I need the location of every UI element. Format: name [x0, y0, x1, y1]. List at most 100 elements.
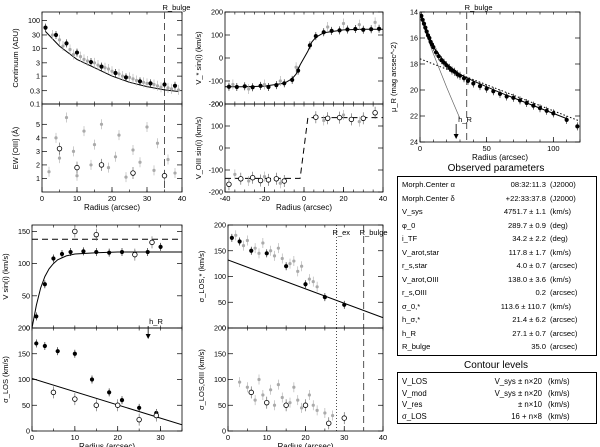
data-point-stars: [249, 248, 254, 253]
annotation-rbulge: R_bulge: [465, 3, 493, 12]
plot-area: [32, 339, 182, 426]
data-point-stars: [321, 30, 326, 35]
data-point-off-axis: [82, 57, 86, 61]
data-point-data: [511, 95, 516, 100]
data-point-major axis: [137, 79, 143, 84]
plot-area: [225, 17, 383, 95]
panel-p8: 0 50 100 150 200 σ_LOS,* (km/s) R_ex R_bulge: [197, 221, 388, 333]
params-table: Morph.Center α 08:32:11.3 (J2000) Morph.Cen…: [397, 176, 597, 356]
panel-p9: 0 10 20 30 40 0 50 100 150 200 Radius (arcsec) σ_LO…: [197, 324, 387, 447]
data-point-major axis: [99, 64, 104, 69]
panel-p1: 0.1 0.3 1 3 10 30 100 Continuum (ADU) R_bulge: [11, 3, 190, 109]
data-point-stars: [107, 390, 112, 395]
data-point-data: [452, 69, 457, 74]
data-point-data: [431, 45, 436, 50]
y-tick-label: 150: [18, 349, 30, 358]
params-row: φ_0 289.7 ± 0.9 (deg): [402, 221, 594, 231]
data-point-gray: [166, 157, 170, 162]
panel-frame: [227, 224, 384, 329]
data-point-stars: [242, 84, 247, 89]
data-point-off-axis: [103, 66, 107, 70]
data-point-stars: [137, 405, 142, 410]
data-point-gray: [106, 166, 111, 170]
data-point-open: [74, 164, 80, 171]
params-name: r_s,star: [402, 261, 428, 270]
params-name: Morph.Center α: [402, 180, 455, 189]
data-point-data: [457, 73, 463, 78]
params-value: 289.7 ± 0.9: [508, 220, 546, 230]
data-point-stars: [303, 282, 308, 287]
y-tick-label: 4: [36, 133, 40, 142]
data-point-gray: [307, 277, 311, 281]
data-point-gas: [273, 176, 280, 182]
params-value: 34.2 ± 2.2: [512, 234, 546, 243]
data-point-gray: [341, 113, 346, 117]
y-tick-label: -200: [209, 188, 223, 197]
y-tick-label: 150: [214, 349, 226, 358]
data-point-stars: [89, 377, 95, 382]
data-point-data: [447, 65, 452, 70]
data-point-gray: [294, 65, 298, 69]
data-point-gas: [283, 402, 289, 408]
params-value: 113.6 ± 110.7: [500, 301, 546, 311]
params-value: 08:32:11.3: [510, 180, 546, 189]
data-point-gray: [138, 160, 142, 164]
plot-area: [32, 225, 182, 328]
x-tick-label: -40: [220, 194, 231, 203]
data-point-data: [524, 100, 529, 106]
data-point-gas: [72, 228, 78, 235]
x-axis-label: Radius (arcsec): [84, 203, 140, 212]
data-point-gray: [89, 163, 93, 167]
data-point-gray: [64, 115, 69, 120]
y-tick-label: 100: [214, 272, 226, 281]
data-point-stars: [59, 251, 65, 257]
data-point-off-axis: [68, 47, 72, 52]
y-tick-label: 50: [218, 401, 226, 410]
data-point-gas: [264, 399, 270, 406]
contours-name: σ_LOS: [402, 411, 427, 421]
data-point-gas: [248, 389, 254, 396]
data-point-gas: [326, 420, 332, 426]
data-point-gray: [315, 285, 319, 289]
panel-frame: [31, 224, 183, 329]
series-line-model: [225, 117, 383, 179]
data-point-data: [436, 54, 441, 59]
data-point-gray: [247, 87, 251, 91]
data-point-stars: [34, 314, 39, 319]
data-point-data: [461, 76, 467, 81]
data-point-off-axis: [120, 74, 125, 78]
params-row: h_σ,* 21.4 ± 6.2 (arcsec): [402, 315, 594, 325]
y-tick-label: -100: [209, 166, 223, 175]
data-point-stars: [226, 84, 232, 89]
x-tick-label: 20: [108, 194, 116, 203]
y-tick-label: 0.3: [30, 86, 40, 95]
y-axis-label: Continuum (ADU): [11, 28, 20, 88]
params-name: V_arot,OIII: [402, 274, 439, 284]
contours-row: V_mod V_sys ± n×20 (km/s): [402, 388, 594, 399]
params-unit: (arcsec): [550, 315, 578, 324]
y-tick-label: 100: [18, 375, 30, 384]
data-point-off-axis: [50, 33, 55, 37]
data-point-off-axis: [155, 84, 160, 88]
data-point-gray: [288, 262, 292, 266]
y-tick-label: 10: [32, 44, 40, 53]
data-point-data: [471, 81, 476, 86]
contours-name: V_res: [402, 400, 423, 409]
y-tick-label: 50: [218, 298, 226, 307]
data-point-major axis: [162, 82, 167, 87]
data-point-gas: [226, 181, 232, 187]
params-row: R_bulge 35.0 (arcsec): [402, 342, 594, 352]
data-point-off-axis: [85, 59, 90, 63]
data-point-stars: [353, 26, 358, 32]
data-point-gray: [92, 143, 97, 147]
y-tick-label: 0: [26, 324, 30, 333]
data-point-off-axis: [159, 85, 163, 89]
data-point-gray: [296, 398, 300, 402]
params-name: φ_0: [402, 220, 416, 230]
data-point-major axis: [88, 59, 94, 65]
data-point-major axis: [53, 32, 59, 38]
data-point-gray: [272, 403, 277, 407]
contours-name: V_LOS: [402, 377, 428, 386]
data-point-off-axis: [57, 38, 62, 42]
